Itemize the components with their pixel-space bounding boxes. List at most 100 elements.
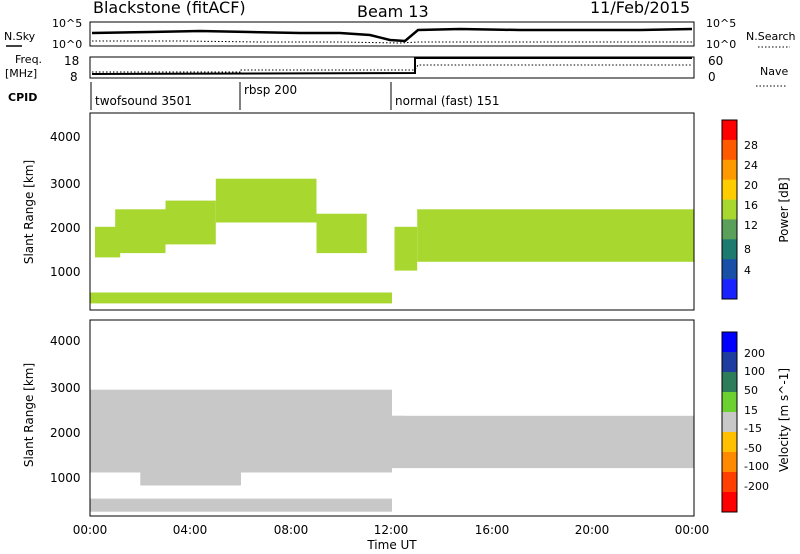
cpid-segment-3-id: 151 xyxy=(477,94,500,108)
velocity-colorbar-cells xyxy=(722,332,737,513)
cpid-segment-2-name: rbsp xyxy=(244,83,270,97)
velocity-colorbar: 200 100 50 15 -15 -50 -100 -200 Velocity… xyxy=(721,331,791,513)
colorbar-cell xyxy=(722,179,737,200)
power-ytick-4000: 4000 xyxy=(50,130,81,144)
power-ytick-3000: 3000 xyxy=(50,177,81,191)
xtick-1600: 16:00 xyxy=(475,523,510,537)
noise-left-label: N.Sky xyxy=(4,30,36,43)
colorbar-cell xyxy=(722,452,737,473)
colorbar-cell xyxy=(722,259,737,280)
noise-left-tick-top: 10^5 xyxy=(52,17,82,30)
power-cbar-tick-4: 4 xyxy=(744,264,751,277)
xtick-1200: 12:00 xyxy=(374,523,409,537)
power-cbar-tick-24: 24 xyxy=(744,159,758,172)
scatter-region xyxy=(90,498,392,512)
power-cbar-tick-28: 28 xyxy=(744,139,758,152)
scatter-region xyxy=(115,209,166,254)
power-colorbar-label: Power [dB] xyxy=(777,177,791,242)
noise-panel-frame xyxy=(89,21,695,47)
noise-right-label: N.Search xyxy=(746,30,796,43)
cpid-segment-3: normal (fast) 151 xyxy=(395,94,500,108)
power-ytick-2000: 2000 xyxy=(50,221,81,235)
scatter-region xyxy=(316,213,367,254)
scatter-region xyxy=(392,415,694,469)
velocity-colorbar-label: Velocity [m s^-1] xyxy=(777,368,791,472)
power-cbar-tick-12: 12 xyxy=(744,219,758,232)
velocity-cbar-tick-m15: -15 xyxy=(744,422,762,435)
colorbar-cell xyxy=(722,432,737,453)
noise-right-tick-top: 10^5 xyxy=(706,17,736,30)
velocity-cbar-tick-100: 100 xyxy=(744,365,765,378)
velocity-cbar-tick-m200: -200 xyxy=(744,480,769,493)
noise-sky-trace xyxy=(91,27,693,43)
freq-panel-frame xyxy=(89,56,695,79)
frequency-panel: Freq. [MHz] 18 8 60 0 Nave xyxy=(5,53,788,87)
power-cbar-tick-16: 16 xyxy=(744,199,758,212)
colorbar-cell xyxy=(722,159,737,180)
scatter-region xyxy=(374,415,405,464)
colorbar-cell xyxy=(722,392,737,413)
colorbar-cell xyxy=(722,492,737,513)
cpid-segment-3-name: normal (fast) xyxy=(395,94,473,108)
velocity-ytick-4000: 4000 xyxy=(50,334,81,348)
nave-trace xyxy=(92,64,692,73)
colorbar-cell xyxy=(722,199,737,220)
velocity-plot-frame xyxy=(89,319,695,517)
colorbar-cell xyxy=(722,372,737,393)
power-panel: Slant Range [km] 1000 2000 3000 4000 28 … xyxy=(22,112,791,311)
colorbar-cell xyxy=(722,412,737,433)
velocity-cbar-tick-50: 50 xyxy=(744,384,758,397)
scatter-region xyxy=(165,200,216,245)
freq-trace xyxy=(91,57,692,75)
scatter-region xyxy=(90,292,392,304)
noise-left-tick-bottom: 10^0 xyxy=(52,38,82,51)
power-colorbar-frame xyxy=(721,119,738,300)
noise-panel: N.Sky 10^5 10^0 10^5 10^0 N.Search xyxy=(4,17,796,51)
velocity-ytick-3000: 3000 xyxy=(50,381,81,395)
velocity-colorbar-frame xyxy=(721,331,738,513)
xtick-2000: 20:00 xyxy=(575,523,610,537)
cpid-segment-2: rbsp 200 xyxy=(244,83,297,97)
velocity-cbar-tick-m50: -50 xyxy=(744,442,762,455)
cpid-segment-1-id: 3501 xyxy=(161,94,192,108)
power-colorbar-cells xyxy=(722,120,737,300)
colorbar-cell xyxy=(722,332,737,353)
velocity-panel: Slant Range [km] 1000 2000 3000 4000 200… xyxy=(22,319,791,517)
nave-tick-bottom: 0 xyxy=(708,70,716,84)
colorbar-cell xyxy=(722,139,737,161)
colorbar-cell xyxy=(722,472,737,493)
power-plot-frame xyxy=(89,112,695,311)
date-title: 11/Feb/2015 xyxy=(590,0,690,17)
colorbar-cell xyxy=(722,219,737,240)
colorbar-cell xyxy=(722,352,737,373)
power-data-layer xyxy=(90,178,694,304)
xtick-0800: 08:00 xyxy=(274,523,309,537)
velocity-cbar-tick-m100: -100 xyxy=(744,460,769,473)
scatter-region xyxy=(394,226,418,271)
scatter-region xyxy=(140,437,241,486)
freq-label-line2: [MHz] xyxy=(5,67,37,80)
noise-right-tick-bottom: 10^0 xyxy=(706,38,736,51)
noise-search-trace xyxy=(92,40,692,44)
x-axis: 00:00 04:00 08:00 12:00 16:00 20:00 00:0… xyxy=(73,523,710,552)
velocity-cbar-tick-15: 15 xyxy=(744,404,758,417)
xtick-0400: 04:00 xyxy=(173,523,208,537)
beam-title: Beam 13 xyxy=(357,2,429,21)
cpid-panel: CPID twofsound 3501 rbsp 200 normal (fas… xyxy=(8,82,500,110)
power-colorbar: 28 24 20 16 12 8 4 Power [dB] xyxy=(721,119,791,300)
velocity-ytick-1000: 1000 xyxy=(50,471,81,485)
cpid-segment-2-id: 200 xyxy=(274,83,297,97)
colorbar-cell xyxy=(722,120,737,141)
x-axis-label: Time UT xyxy=(366,538,417,552)
power-ylabel: Slant Range [km] xyxy=(22,160,36,264)
xtick-2400: 00:00 xyxy=(675,523,710,537)
velocity-ytick-2000: 2000 xyxy=(50,426,81,440)
freq-tick-top: 18 xyxy=(64,54,79,68)
cpid-segment-1-name: twofsound xyxy=(95,94,158,108)
power-ytick-1000: 1000 xyxy=(50,265,81,279)
xtick-0000: 00:00 xyxy=(73,523,108,537)
cpid-segment-1: twofsound 3501 xyxy=(95,94,192,108)
velocity-cbar-tick-200: 200 xyxy=(744,347,765,360)
freq-tick-bottom: 8 xyxy=(70,70,78,84)
